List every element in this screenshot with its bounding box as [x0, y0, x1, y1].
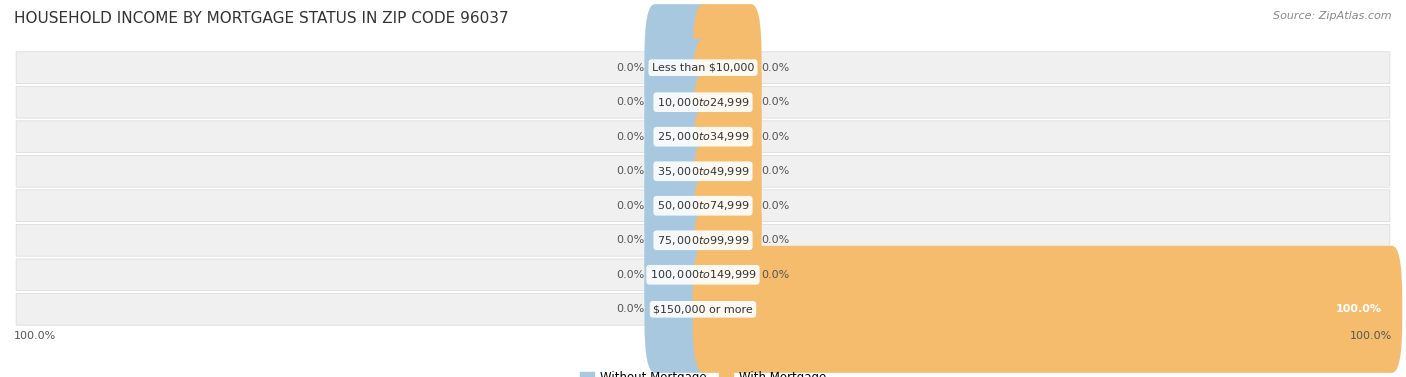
FancyBboxPatch shape	[693, 4, 762, 131]
FancyBboxPatch shape	[15, 224, 1391, 256]
Text: $50,000 to $74,999: $50,000 to $74,999	[657, 199, 749, 212]
Text: 0.0%: 0.0%	[616, 304, 644, 314]
Text: $75,000 to $99,999: $75,000 to $99,999	[657, 234, 749, 247]
FancyBboxPatch shape	[693, 142, 762, 269]
Text: 0.0%: 0.0%	[616, 166, 644, 176]
Text: 0.0%: 0.0%	[616, 235, 644, 245]
FancyBboxPatch shape	[15, 52, 1391, 84]
FancyBboxPatch shape	[15, 121, 1391, 153]
Text: $25,000 to $34,999: $25,000 to $34,999	[657, 130, 749, 143]
Text: 0.0%: 0.0%	[616, 132, 644, 142]
FancyBboxPatch shape	[693, 211, 762, 338]
Text: 100.0%: 100.0%	[14, 331, 56, 341]
FancyBboxPatch shape	[644, 177, 713, 304]
FancyBboxPatch shape	[644, 211, 713, 338]
Text: $100,000 to $149,999: $100,000 to $149,999	[650, 268, 756, 281]
Text: $150,000 or more: $150,000 or more	[654, 304, 752, 314]
Text: 0.0%: 0.0%	[762, 235, 790, 245]
Legend: Without Mortgage, With Mortgage: Without Mortgage, With Mortgage	[575, 366, 831, 377]
FancyBboxPatch shape	[693, 73, 762, 200]
Text: 0.0%: 0.0%	[762, 97, 790, 107]
Text: 0.0%: 0.0%	[762, 132, 790, 142]
FancyBboxPatch shape	[15, 155, 1391, 187]
Text: 0.0%: 0.0%	[616, 97, 644, 107]
FancyBboxPatch shape	[644, 246, 713, 373]
FancyBboxPatch shape	[15, 259, 1391, 291]
Text: 100.0%: 100.0%	[1336, 304, 1382, 314]
FancyBboxPatch shape	[644, 39, 713, 166]
Text: 0.0%: 0.0%	[762, 63, 790, 73]
Text: Source: ZipAtlas.com: Source: ZipAtlas.com	[1274, 11, 1392, 21]
Text: $10,000 to $24,999: $10,000 to $24,999	[657, 96, 749, 109]
FancyBboxPatch shape	[644, 108, 713, 235]
Text: 0.0%: 0.0%	[616, 270, 644, 280]
Text: Less than $10,000: Less than $10,000	[652, 63, 754, 73]
FancyBboxPatch shape	[693, 246, 1402, 373]
Text: 0.0%: 0.0%	[616, 63, 644, 73]
FancyBboxPatch shape	[644, 4, 713, 131]
Text: 0.0%: 0.0%	[762, 201, 790, 211]
Text: $35,000 to $49,999: $35,000 to $49,999	[657, 165, 749, 178]
Text: 0.0%: 0.0%	[616, 201, 644, 211]
FancyBboxPatch shape	[644, 142, 713, 269]
FancyBboxPatch shape	[693, 39, 762, 166]
FancyBboxPatch shape	[693, 108, 762, 235]
Text: 0.0%: 0.0%	[762, 270, 790, 280]
Text: 100.0%: 100.0%	[1350, 331, 1392, 341]
Text: HOUSEHOLD INCOME BY MORTGAGE STATUS IN ZIP CODE 96037: HOUSEHOLD INCOME BY MORTGAGE STATUS IN Z…	[14, 11, 509, 26]
FancyBboxPatch shape	[693, 177, 762, 304]
FancyBboxPatch shape	[15, 190, 1391, 222]
FancyBboxPatch shape	[15, 86, 1391, 118]
FancyBboxPatch shape	[644, 73, 713, 200]
FancyBboxPatch shape	[15, 293, 1391, 325]
Text: 0.0%: 0.0%	[762, 166, 790, 176]
